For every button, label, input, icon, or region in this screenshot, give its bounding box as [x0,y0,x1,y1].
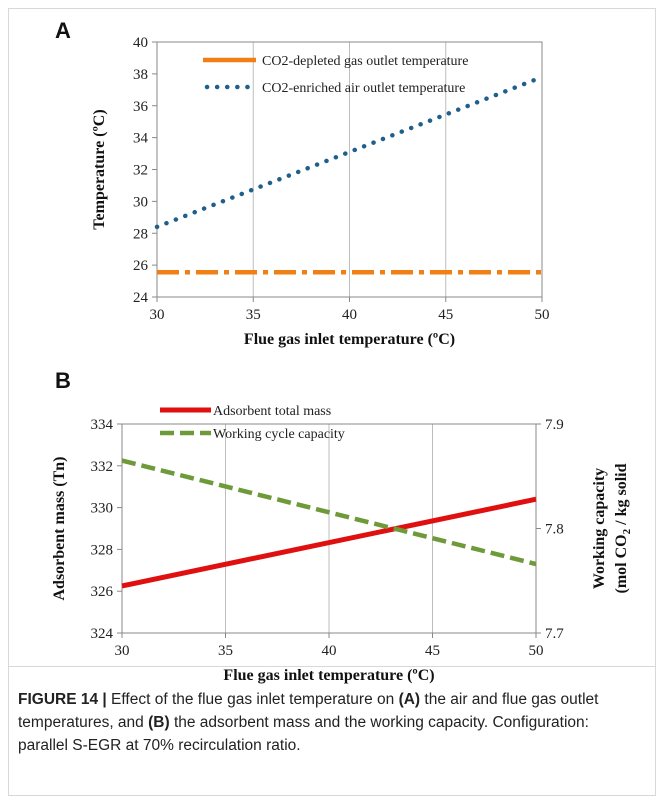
y2-axis-label-line1: Working capacity [591,468,608,589]
x-axis-label: Flue gas inlet temperature (ºC) [244,331,455,348]
x-axis-label: Flue gas inlet temperature (ºC) [223,667,434,684]
y-tick-label: 324 [91,626,114,642]
legend-label-2: CO2-enriched air outlet temperature [262,81,465,96]
x-tick-label: 50 [535,307,550,323]
y2-axis-label-line2: (mol CO2 / kg solid [613,463,633,593]
y-axis-label: Adsorbent mass (Tn) [51,456,68,600]
series-line-2 [121,458,537,567]
x-tick-label: 45 [438,307,453,323]
y-tick-label: 30 [133,194,148,210]
figure-frame [8,8,656,796]
caption-separator [8,666,656,667]
y2-tick-label: 7.9 [545,417,564,433]
caption-ref-b: (B) [148,714,170,731]
y-tick-label: 28 [133,226,148,242]
legend-label-1: Adsorbent total mass [213,404,331,419]
y-tick-label: 334 [91,417,114,433]
chart-panel-a: 30 35 40 45 50 24 26 28 30 32 34 36 38 40 CO2-depleted… [55,18,550,348]
panel-label: B [55,368,71,393]
y2-tick-label: 7.8 [545,522,564,538]
y-axis-label: Temperature (ºC) [91,109,108,229]
chart-panel-b: 30 35 40 45 50 324 326 328 330 332 334 7.7 7.8 7.9 Ads… [51,368,633,684]
y-tick-label: 26 [133,258,149,274]
caption-text-1: Effect of the flue gas inlet temperature… [106,691,399,708]
y-tick-label: 326 [91,584,114,600]
y-tick-label: 330 [91,501,114,517]
x-tick-label: 35 [246,307,261,323]
x-tick-label: 50 [529,643,544,659]
caption-text-3: the adsorbent mass and the working capac… [18,714,589,754]
x-tick-label: 30 [115,643,130,659]
caption-label: FIGURE 14 | [18,691,107,708]
x-tick-label: 45 [425,643,440,659]
panel-label: A [55,18,71,43]
series-line-2 [154,74,545,230]
x-tick-label: 40 [322,643,337,659]
y-tick-label: 38 [133,67,148,83]
y2-tick-label: 7.7 [545,626,564,642]
x-tick-label: 40 [342,307,357,323]
y-tick-label: 332 [91,459,114,475]
y-tick-label: 34 [133,131,149,147]
legend-label-2: Working cycle capacity [213,427,345,442]
figure-caption: FIGURE 14 | Effect of the flue gas inlet… [18,688,642,757]
x-tick-label: 35 [218,643,233,659]
x-tick-label: 30 [150,307,165,323]
caption-ref-a: (A) [398,691,421,708]
y-tick-label: 328 [91,542,114,558]
y-tick-label: 36 [133,99,149,115]
caption-text-2: the air and flue gas outlet temperatures… [18,691,599,731]
y-tick-label: 32 [133,163,148,179]
y-tick-label: 40 [133,35,148,51]
series-line-1 [121,496,537,589]
y-tick-label: 24 [133,290,149,306]
legend-label-1: CO2-depleted gas outlet temperature [262,54,468,69]
